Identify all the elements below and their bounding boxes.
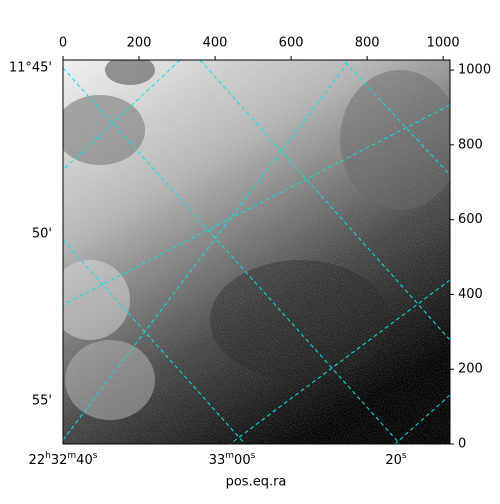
x-axis-label: pos.eq.ra [226,475,287,490]
dec-tick-label: 11°45' [9,61,52,76]
y-tick-label: 1000 [458,63,491,78]
x-tick-label: 200 [127,36,152,51]
ra-tick-label: 22h32m40s [29,451,98,468]
y-tick-label: 200 [458,362,483,377]
frame [62,59,451,445]
image [63,60,450,444]
ra-tick-label: 20s [385,451,407,468]
x-tick-label: 0 [59,36,67,51]
y-tick-label: 800 [458,137,483,152]
x-tick-label: 800 [355,36,380,51]
dec-tick-label: 50' [32,227,52,242]
x-tick-label: 1000 [427,36,460,51]
y-tick-label: 400 [458,287,483,302]
y-tick-label: 0 [458,437,466,452]
ra-tick-label: 33m00s [209,451,256,468]
x-tick-label: 600 [279,36,304,51]
dec-tick-label: 55' [32,394,52,409]
x-tick-label: 400 [203,36,228,51]
y-tick-label: 600 [458,212,483,227]
